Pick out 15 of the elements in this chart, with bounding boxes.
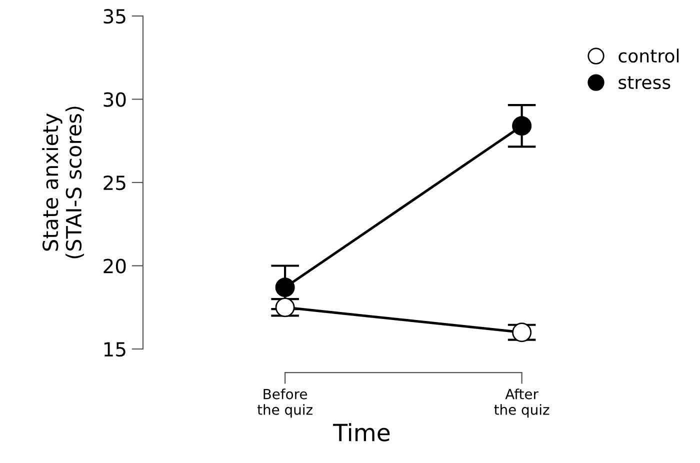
point [275, 278, 295, 298]
y-tick-label: 15 [104, 342, 126, 357]
y-tick-label: 35 [104, 8, 126, 24]
y-tick-label: 20 [104, 258, 126, 274]
y-tick-label: 30 [104, 92, 126, 107]
x-tick-label: Before the quiz [257, 388, 312, 418]
legend-label: stress [618, 76, 670, 90]
y-axis-title: State anxiety (STAI-S scores) [42, 106, 84, 258]
y-tick-label: 25 [104, 175, 126, 190]
point [275, 298, 295, 318]
x-axis-title: Time [333, 423, 390, 442]
point [512, 322, 532, 342]
point [512, 116, 532, 136]
legend-label: control [618, 48, 679, 63]
x-tick-label: After the quiz [494, 388, 550, 418]
